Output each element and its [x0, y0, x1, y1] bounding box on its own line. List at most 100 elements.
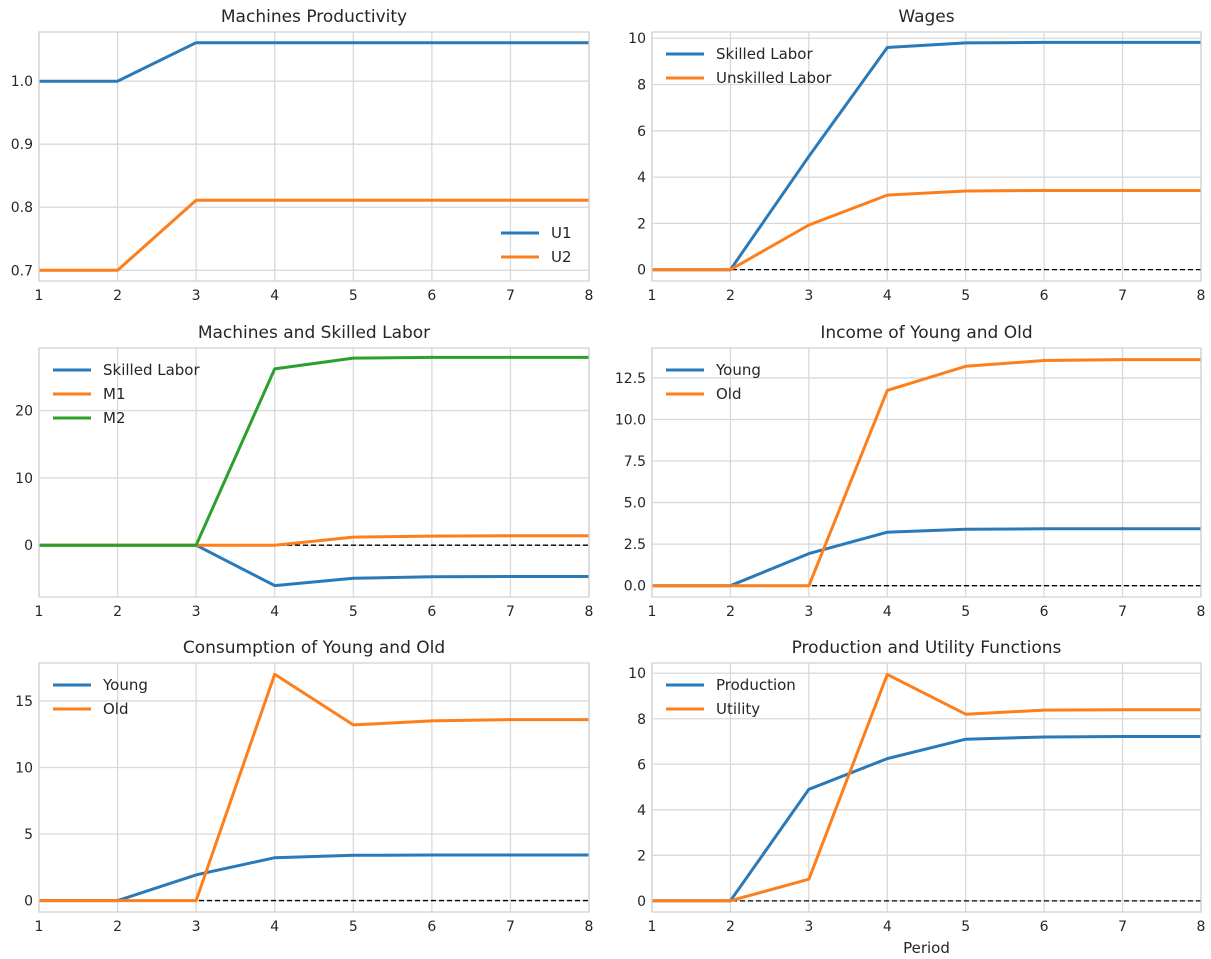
axes-frame — [38, 347, 590, 598]
x-tick-label: 2 — [113, 919, 122, 935]
x-tick-label: 6 — [1040, 288, 1049, 304]
y-tick-label: 5.0 — [624, 496, 646, 512]
chart-title: Production and Utility Functions — [792, 638, 1062, 658]
y-tick-label: 10 — [15, 471, 33, 487]
legend-label: Skilled Labor — [716, 45, 813, 63]
x-axis-label: Period — [903, 939, 950, 957]
legend: Skilled Labor Unskilled Labor — [666, 45, 832, 87]
chart-title: Income of Young and Old — [820, 323, 1032, 343]
y-tick-label: 4 — [637, 170, 646, 186]
x-tick-label: 6 — [1040, 604, 1049, 620]
y-tick-label: 8 — [637, 712, 646, 728]
series-line-production — [652, 735, 1201, 903]
x-tick-label: 7 — [1118, 288, 1127, 304]
x-tick-label: 6 — [1040, 919, 1049, 935]
x-tick-label: 5 — [349, 288, 358, 304]
plot-area — [39, 348, 589, 597]
x-tick-label: 8 — [1197, 604, 1206, 620]
series-line-m2 — [39, 355, 589, 547]
chart-title: Consumption of Young and Old — [183, 638, 445, 658]
x-tick-label: 8 — [1197, 288, 1206, 304]
x-tick-label: 3 — [192, 288, 201, 304]
x-tick-label: 4 — [270, 604, 279, 620]
legend: Young Old — [666, 361, 761, 403]
y-tick-label: 7.5 — [624, 454, 646, 470]
y-tick-label: 0.0 — [624, 579, 646, 595]
x-tick-label: 3 — [192, 604, 201, 620]
series-line-u1 — [39, 41, 589, 83]
legend: Young Old — [53, 676, 148, 718]
legend-label: Skilled Labor — [103, 361, 200, 379]
series-line-skilled-labor — [652, 40, 1201, 272]
y-tick-label: 0.8 — [11, 200, 33, 216]
x-tick-label: 1 — [648, 604, 657, 620]
series-line-old — [39, 672, 589, 903]
chart-title: Wages — [898, 7, 954, 27]
panel-production-and-utility-functions: 1 2 3 4 5 6 7 8 0 2 4 6 8 10 Production and Utility Fu… — [628, 638, 1205, 957]
y-tick-label: 10 — [15, 760, 33, 776]
x-tick-label: 3 — [192, 919, 201, 935]
y-tick-label: 20 — [15, 404, 33, 420]
x-tick-label: 5 — [961, 604, 970, 620]
y-tick-label: 10 — [628, 31, 646, 47]
x-tick-label: 8 — [585, 288, 594, 304]
x-tick-label: 4 — [883, 919, 892, 935]
x-tick-label: 7 — [1118, 604, 1127, 620]
legend-label: M1 — [103, 385, 126, 403]
axes-frame — [651, 662, 1202, 913]
chart-title: Machines and Skilled Labor — [198, 323, 430, 343]
plot-area — [39, 32, 589, 281]
panel-consumption-of-young-and-old: 1 2 3 4 5 6 7 8 0 5 10 15 Consumption of Young and O… — [15, 638, 593, 935]
x-tick-label: 8 — [585, 919, 594, 935]
x-tick-label: 2 — [726, 604, 735, 620]
x-tick-label: 4 — [270, 919, 279, 935]
y-tick-label: 6 — [637, 124, 646, 140]
legend-label: Unskilled Labor — [716, 69, 832, 87]
x-tick-label: 8 — [1197, 919, 1206, 935]
x-tick-label: 1 — [648, 288, 657, 304]
x-tick-label: 2 — [113, 288, 122, 304]
x-tick-label: 1 — [648, 919, 657, 935]
y-tick-label: 1.0 — [11, 74, 33, 90]
legend: Skilled Labor M1 M2 — [53, 361, 200, 427]
x-tick-label: 7 — [506, 604, 515, 620]
chart-title: Machines Productivity — [221, 7, 407, 27]
x-tick-label: 6 — [427, 604, 436, 620]
x-tick-label: 5 — [349, 604, 358, 620]
y-tick-label: 0.7 — [11, 263, 33, 279]
x-tick-label: 5 — [961, 919, 970, 935]
x-tick-label: 3 — [804, 604, 813, 620]
x-tick-label: 2 — [113, 604, 122, 620]
legend-label: Young — [102, 676, 148, 694]
x-tick-label: 1 — [35, 288, 44, 304]
x-tick-label: 4 — [883, 604, 892, 620]
legend-label: U1 — [551, 224, 572, 242]
y-tick-label: 0 — [24, 894, 33, 910]
x-tick-label: 1 — [35, 604, 44, 620]
x-tick-label: 7 — [506, 288, 515, 304]
panel-machines-productivity: 1 2 3 4 5 6 7 8 0.7 0.8 0.9 1.0 Machines Productivit… — [11, 7, 594, 304]
y-tick-label: 12.5 — [615, 371, 646, 387]
legend-label: M2 — [103, 409, 126, 427]
y-tick-label: 0 — [637, 263, 646, 279]
x-tick-label: 3 — [804, 919, 813, 935]
x-tick-label: 1 — [35, 919, 44, 935]
y-tick-label: 4 — [637, 803, 646, 819]
axes-frame — [38, 662, 590, 913]
plot-area — [39, 663, 589, 912]
y-tick-label: 0 — [24, 538, 33, 554]
x-tick-label: 8 — [585, 604, 594, 620]
x-tick-label: 6 — [427, 288, 436, 304]
x-tick-label: 4 — [270, 288, 279, 304]
x-tick-label: 5 — [349, 919, 358, 935]
y-tick-label: 0 — [637, 894, 646, 910]
y-tick-label: 2 — [637, 216, 646, 232]
x-tick-label: 4 — [883, 288, 892, 304]
axes-frame — [651, 347, 1202, 598]
x-tick-label: 3 — [804, 288, 813, 304]
y-tick-label: 10 — [628, 666, 646, 682]
axes-frame — [651, 31, 1202, 282]
x-tick-label: 7 — [506, 919, 515, 935]
